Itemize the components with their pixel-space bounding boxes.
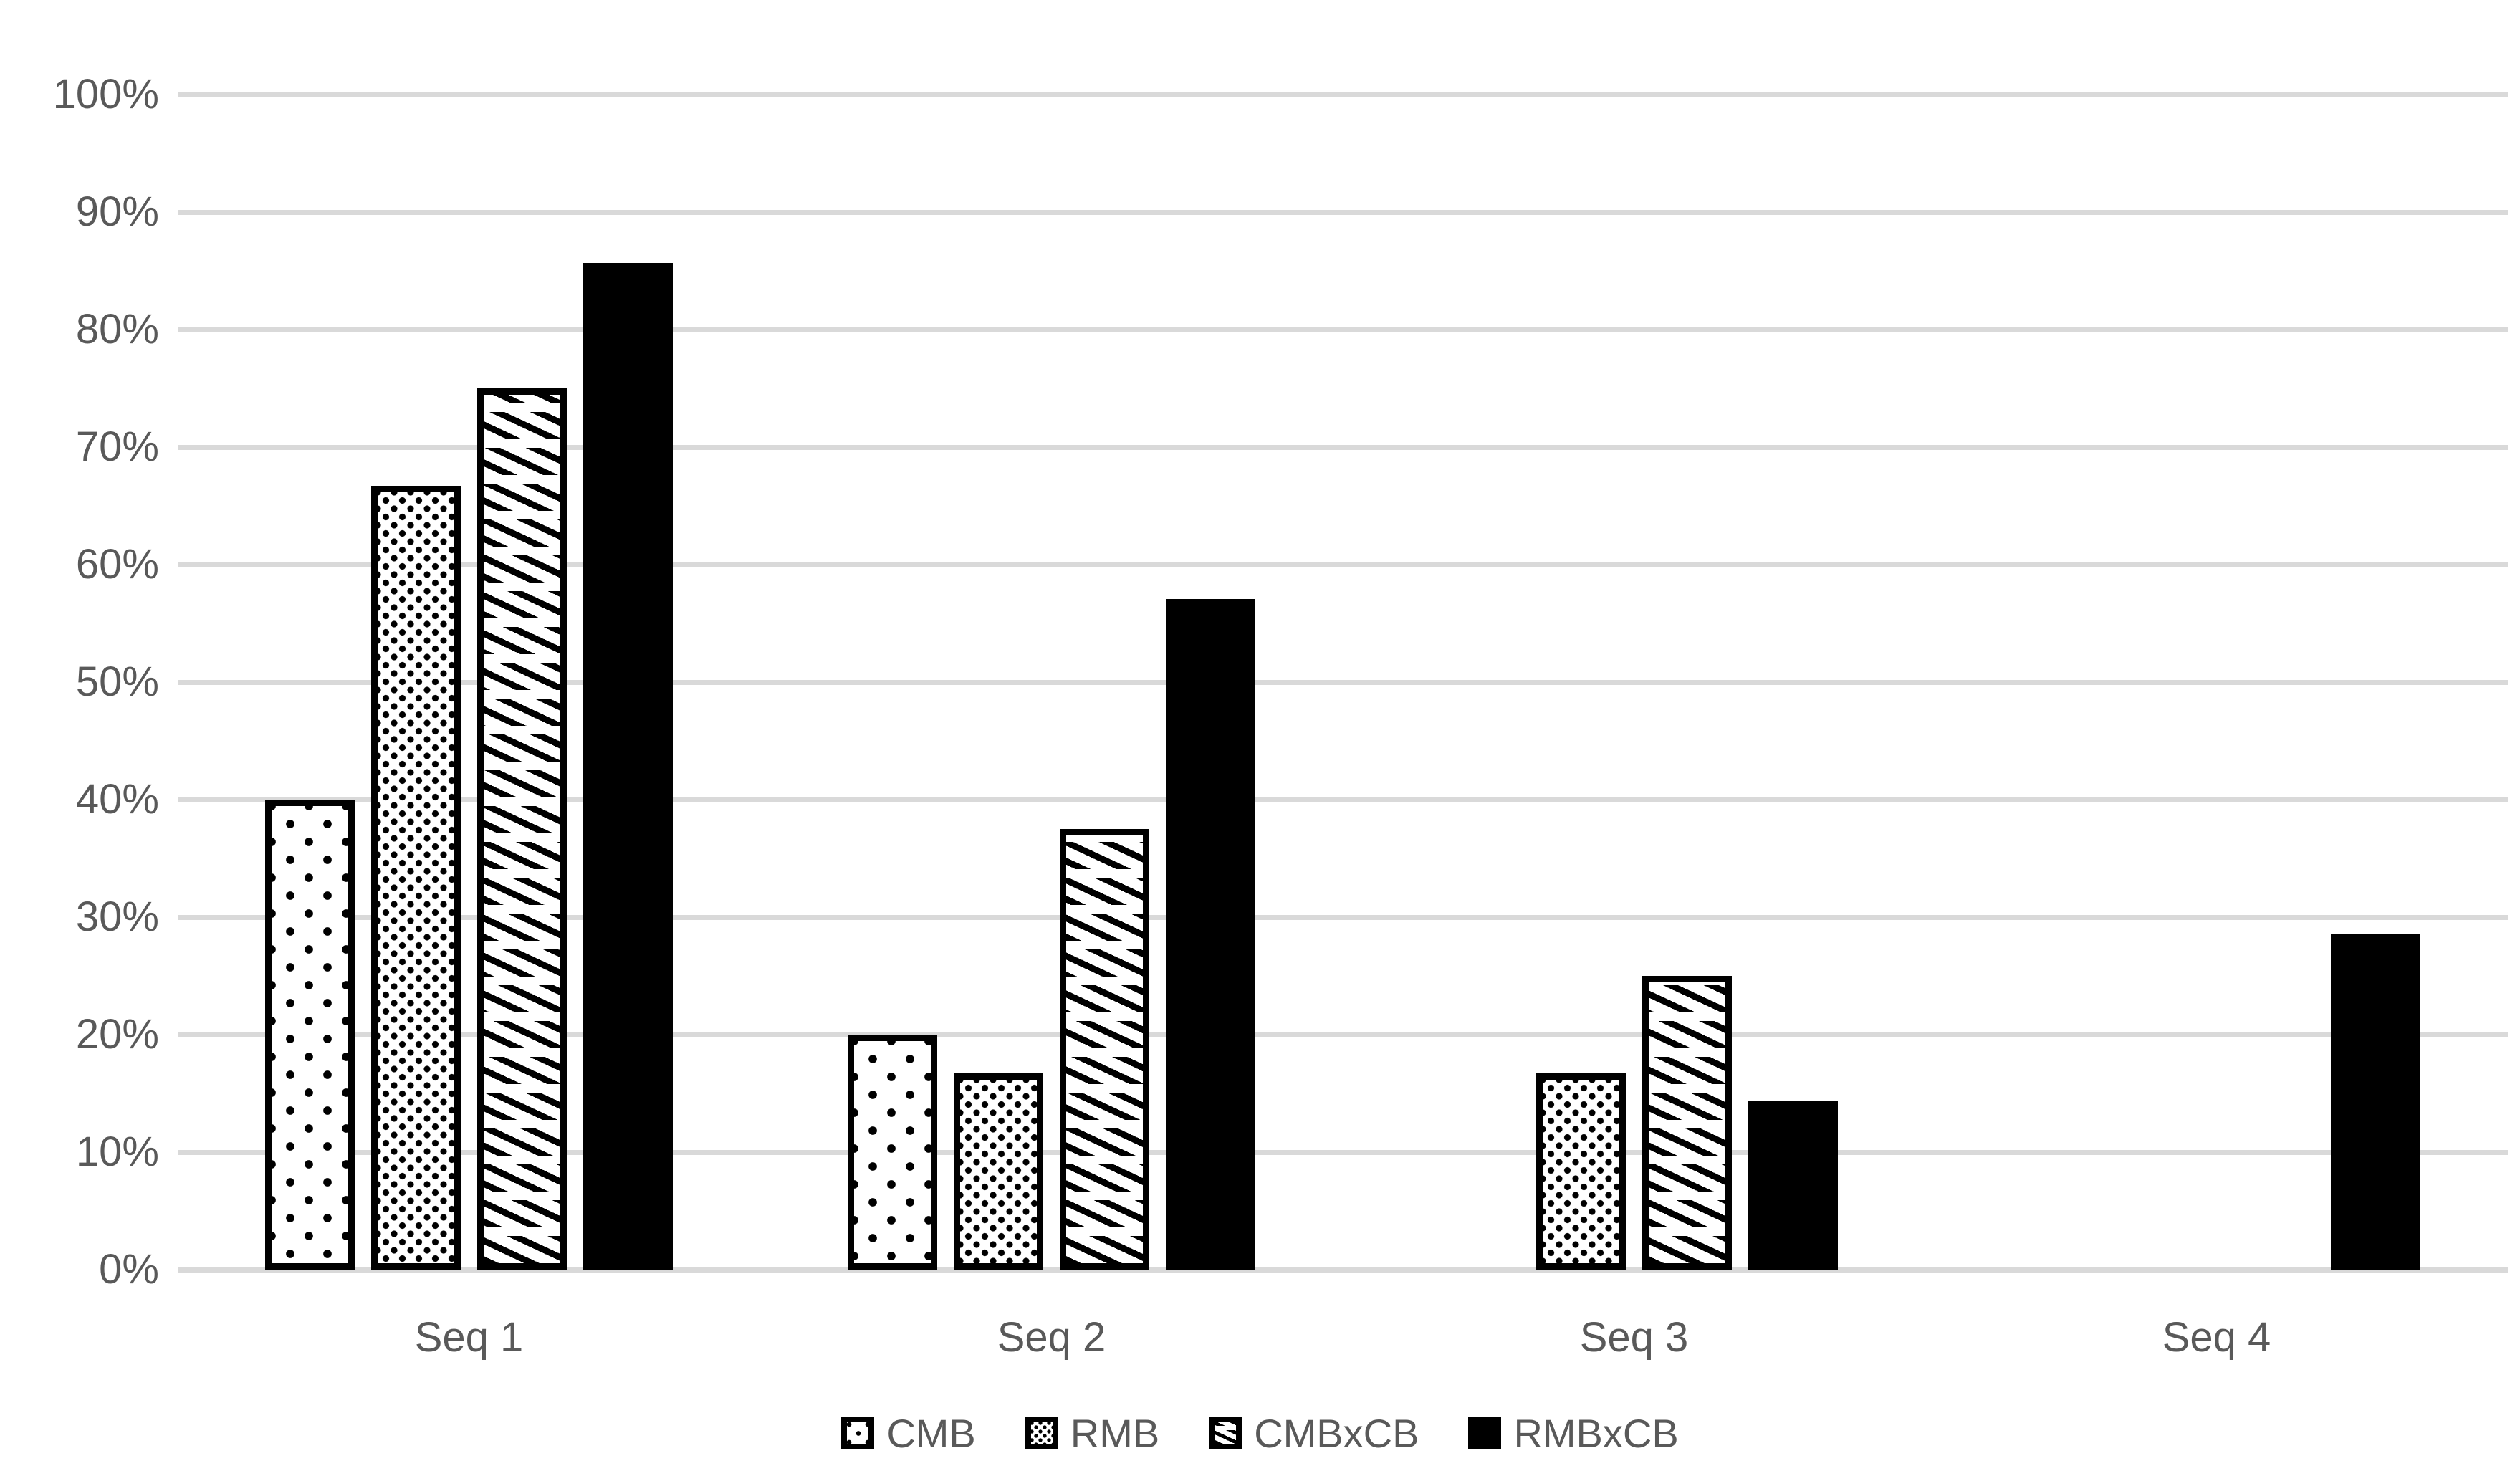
legend-item-rmbxcb: RMBxCB — [1468, 1410, 1679, 1457]
gridline-90% — [178, 209, 2508, 215]
legend-swatch-rmbxcb-icon — [1468, 1417, 1502, 1449]
legend-swatch-cmb-icon — [841, 1417, 875, 1449]
gridline-50% — [178, 679, 2508, 685]
y-tick-label: 60% — [75, 541, 159, 588]
y-tick-label: 70% — [75, 423, 159, 470]
x-axis-label: Seq 3 — [1579, 1314, 1689, 1361]
bar-rmb-seq-3 — [1536, 1073, 1626, 1270]
gridline-70% — [178, 444, 2508, 450]
y-axis: 0% 10% 20% 30% 40% 50% 60% 70% 80% 90% 100% — [0, 71, 159, 1293]
legend-label: CMBxCB — [1254, 1410, 1419, 1456]
gridline-0% — [178, 1267, 2508, 1273]
x-axis-label: Seq 4 — [2162, 1314, 2271, 1361]
bar-group-seq-2 — [760, 95, 1343, 1270]
bar-groups — [178, 95, 2508, 1270]
legend-item-rmb: RMB — [1025, 1410, 1159, 1457]
bar-cmbxcb-seq-3 — [1642, 976, 1732, 1270]
y-tick-label: 40% — [75, 776, 159, 823]
legend-label: CMB — [886, 1410, 976, 1456]
bar-rmb-seq-1 — [371, 486, 461, 1270]
bar-group-seq-3 — [1343, 95, 1925, 1270]
bar-rmbxcb-seq-2 — [1166, 598, 1255, 1270]
bar-rmbxcb-seq-1 — [583, 262, 673, 1270]
gridline-10% — [178, 1149, 2508, 1155]
legend-swatch-cmbxcb-icon — [1209, 1417, 1242, 1449]
y-tick-label: 10% — [75, 1128, 159, 1175]
x-axis-label: Seq 1 — [414, 1314, 524, 1361]
legend-label: RMBxCB — [1513, 1410, 1679, 1456]
bar-group-seq-4 — [1925, 95, 2508, 1270]
bar-cmbxcb-seq-2 — [1060, 829, 1149, 1270]
y-tick-label: 80% — [75, 306, 159, 353]
y-tick-label: 0% — [99, 1246, 159, 1293]
legend-item-cmbxcb: CMBxCB — [1209, 1410, 1419, 1457]
x-axis: Seq 1 Seq 2 Seq 3 Seq 4 — [178, 1309, 2508, 1366]
y-tick-label: 20% — [75, 1011, 159, 1058]
bar-rmbxcb-seq-4 — [2331, 933, 2420, 1270]
gridline-80% — [178, 327, 2508, 332]
gridline-40% — [178, 797, 2508, 802]
legend-item-cmb: CMB — [841, 1410, 976, 1457]
legend-label: RMB — [1070, 1410, 1160, 1456]
plot-area — [178, 92, 2508, 1273]
gridline-30% — [178, 914, 2508, 920]
gridline-60% — [178, 562, 2508, 567]
y-tick-label: 100% — [52, 71, 159, 118]
y-tick-label: 90% — [75, 188, 159, 235]
bar-cmb-seq-2 — [848, 1035, 937, 1270]
bar-rmbxcb-seq-3 — [1748, 1101, 1838, 1270]
bar-rmb-seq-2 — [954, 1073, 1043, 1270]
gridline-100% — [178, 92, 2508, 97]
y-tick-label: 50% — [75, 658, 159, 705]
legend-swatch-rmb-icon — [1025, 1417, 1058, 1449]
bar-cmb-seq-1 — [265, 800, 355, 1270]
gridline-20% — [178, 1032, 2508, 1037]
bar-group-seq-1 — [178, 95, 760, 1270]
legend: CMB RMB CMBxCB RMBxCB — [0, 1399, 2520, 1467]
y-tick-label: 30% — [75, 893, 159, 940]
x-axis-label: Seq 2 — [997, 1314, 1106, 1361]
bar-cmbxcb-seq-1 — [477, 388, 567, 1270]
